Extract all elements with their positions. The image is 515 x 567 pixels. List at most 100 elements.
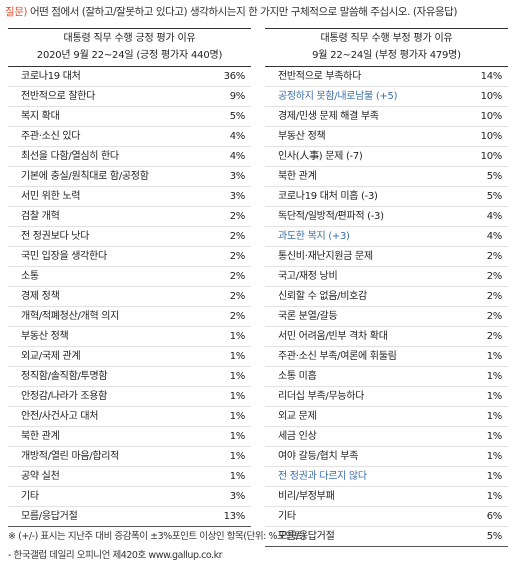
row-label: 북한 관계 <box>278 171 317 182</box>
table-row: 서민 위한 노력 3% <box>8 187 251 207</box>
table-row: 여야 갈등/협치 부족 1% <box>265 447 508 467</box>
row-value: 2% <box>486 311 503 322</box>
row-label: 모름/응답거절 <box>278 531 335 542</box>
row-value: 5% <box>486 191 503 202</box>
row-label: 정직함/솔직함/투명함 <box>21 371 108 382</box>
table-row: 경제/민생 문제 해결 부족 10% <box>265 107 508 127</box>
table-row: 복지 확대 5% <box>8 107 251 127</box>
table-row: 코로나19 대처 미흡 (-3) 5% <box>265 187 508 207</box>
row-value: 1% <box>486 451 503 462</box>
row-value: 1% <box>486 471 503 482</box>
row-label: 공약 실천 <box>21 471 60 482</box>
table-row: 소통 2% <box>8 267 251 287</box>
row-label: 경제 정책 <box>21 291 60 302</box>
row-label: 주관·소신 있다 <box>21 131 81 142</box>
row-value: 2% <box>229 251 246 262</box>
table-row: 개방적/열린 마음/합리적 1% <box>8 447 251 467</box>
row-label: 외교/국제 관계 <box>21 351 81 362</box>
row-label: 코로나19 대처 <box>21 71 81 82</box>
row-label: 국민 입장을 생각한다 <box>21 251 107 262</box>
row-label: 세금 인상 <box>278 431 317 442</box>
table-row: 외교 문제 1% <box>265 407 508 427</box>
row-label: 최선을 다함/열심히 한다 <box>21 151 119 162</box>
row-value: 2% <box>486 331 503 342</box>
row-label: 통신비·재난지원금 문제 <box>278 251 373 262</box>
question-text: 어떤 점에서 (잘하고/잘못하고 있다고) 생각하시는지 한 가지만 구체적으로… <box>29 6 458 18</box>
row-value: 3% <box>229 171 246 182</box>
table-row: 북한 관계 1% <box>8 427 251 447</box>
table-row: 안전/사건사고 대처 1% <box>8 407 251 427</box>
row-label: 국고/재정 낭비 <box>278 271 338 282</box>
table-row: 북한 관계 5% <box>265 167 508 187</box>
row-value: 13% <box>223 511 246 522</box>
row-label: 기타 <box>278 511 296 522</box>
row-value: 1% <box>229 331 246 342</box>
row-label: 독단적/일방적/편파적 (-3) <box>278 211 384 222</box>
row-label: 경제/민생 문제 해결 부족 <box>278 111 379 122</box>
row-value: 1% <box>486 391 503 402</box>
row-value: 10% <box>480 131 503 142</box>
row-value: 1% <box>229 411 246 422</box>
row-label: 기타 <box>21 491 39 502</box>
table-row: 개혁/적폐청산/개혁 의지 2% <box>8 307 251 327</box>
row-label: 리더십 부족/무능하다 <box>278 391 365 402</box>
row-value: 10% <box>480 111 503 122</box>
row-value: 5% <box>229 111 246 122</box>
row-value: 2% <box>229 211 246 222</box>
table-row: 기본에 충실/원칙대로 함/공정함 3% <box>8 167 251 187</box>
row-value: 3% <box>229 191 246 202</box>
table-row: 전반적으로 잘한다 9% <box>8 87 251 107</box>
negative-table-header: 대통령 직무 수행 부정 평가 이유 9월 22~24일 (부정 평가자 479… <box>265 28 508 67</box>
table-row: 최선을 다함/열심히 한다 4% <box>8 147 251 167</box>
table-row: 인사(人事) 문제 (-7) 10% <box>265 147 508 167</box>
table-row: 서민 어려움/빈부 격차 확대 2% <box>265 327 508 347</box>
negative-table-title: 대통령 직무 수행 부정 평가 이유 <box>320 33 453 44</box>
positive-table-title: 대통령 직무 수행 긍정 평가 이유 <box>63 33 196 44</box>
row-label: 소통 <box>21 271 39 282</box>
row-value: 36% <box>223 71 246 82</box>
table-row: 검찰 개혁 2% <box>8 207 251 227</box>
row-value: 6% <box>486 511 503 522</box>
table-row: 외교/국제 관계 1% <box>8 347 251 367</box>
row-value: 1% <box>229 431 246 442</box>
table-row: 소통 미흡 1% <box>265 367 508 387</box>
row-value: 1% <box>229 391 246 402</box>
row-label: 개방적/열린 마음/합리적 <box>21 451 120 462</box>
row-label: 기본에 충실/원칙대로 함/공정함 <box>21 171 149 182</box>
row-label: 북한 관계 <box>21 431 60 442</box>
table-row: 세금 인상 1% <box>265 427 508 447</box>
table-row: 비리/부정부패 1% <box>265 487 508 507</box>
table-row: 모름/응답거절 5% <box>265 527 508 547</box>
row-value: 5% <box>486 531 503 542</box>
row-label: 소통 미흡 <box>278 371 317 382</box>
row-label: 전 정권보다 낫다 <box>21 231 90 242</box>
row-value: 3% <box>229 491 246 502</box>
row-value: 4% <box>486 211 503 222</box>
table-row: 경제 정책 2% <box>8 287 251 307</box>
row-label: 개혁/적폐청산/개혁 의지 <box>21 311 120 322</box>
table-row: 부동산 정책 1% <box>8 327 251 347</box>
table-row: 국민 입장을 생각한다 2% <box>8 247 251 267</box>
row-label: 전 정권과 다르지 않다 <box>278 471 367 482</box>
table-row: 전 정권과 다르지 않다 1% <box>265 467 508 487</box>
negative-reasons-table: 대통령 직무 수행 부정 평가 이유 9월 22~24일 (부정 평가자 479… <box>265 28 508 547</box>
table-row: 과도한 복지 (+3) 4% <box>265 227 508 247</box>
row-value: 5% <box>486 171 503 182</box>
row-value: 1% <box>229 471 246 482</box>
row-label: 복지 확대 <box>21 111 60 122</box>
question-label: 질문) <box>5 6 28 18</box>
footnote-source: - 한국갤럽 데일리 오피니언 제420호 www.gallup.co.kr <box>8 550 223 561</box>
row-value: 2% <box>229 291 246 302</box>
row-label: 비리/부정부패 <box>278 491 335 502</box>
positive-table-header: 대통령 직무 수행 긍정 평가 이유 2020년 9월 22~24일 (긍정 평… <box>8 28 251 67</box>
row-value: 2% <box>229 271 246 282</box>
row-value: 10% <box>480 91 503 102</box>
table-row: 신뢰할 수 없음/비호감 2% <box>265 287 508 307</box>
row-label: 전반적으로 잘한다 <box>21 91 96 102</box>
table-row: 부동산 정책 10% <box>265 127 508 147</box>
row-value: 14% <box>480 71 503 82</box>
row-label: 서민 어려움/빈부 격차 확대 <box>278 331 388 342</box>
row-value: 1% <box>229 371 246 382</box>
row-label: 외교 문제 <box>278 411 317 422</box>
table-row: 독단적/일방적/편파적 (-3) 4% <box>265 207 508 227</box>
